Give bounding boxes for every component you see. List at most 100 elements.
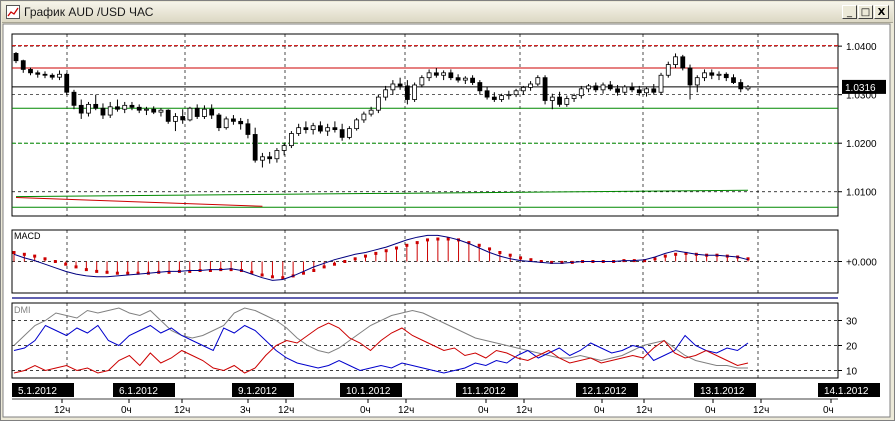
price-panel: 1.0400 1.0300 1.0200 1.0100 1.0316 bbox=[11, 33, 886, 217]
macd-signal-dot bbox=[643, 259, 647, 263]
candle-body bbox=[339, 129, 345, 138]
last-price-label: 1.0316 bbox=[845, 83, 876, 94]
dmi-label: DMI bbox=[14, 305, 31, 315]
date-label: 9.1.2012 bbox=[238, 386, 277, 397]
date-label: 10.1.2012 bbox=[346, 386, 391, 397]
candle-body bbox=[281, 145, 287, 151]
candle-body bbox=[202, 108, 207, 117]
macd-signal-dot bbox=[53, 260, 57, 263]
trend-line bbox=[15, 189, 749, 198]
candle-body bbox=[64, 73, 70, 93]
date-marker bbox=[232, 383, 294, 397]
macd-signal-dot bbox=[33, 254, 37, 258]
candle-body bbox=[71, 91, 77, 106]
macd-signal-dot bbox=[188, 269, 192, 273]
candle-body bbox=[433, 72, 439, 76]
chart-icon bbox=[6, 5, 20, 19]
macd-signal-dot bbox=[250, 270, 254, 274]
candle-body bbox=[557, 96, 562, 105]
minimize-button[interactable]: _ bbox=[842, 5, 857, 19]
macd-signal-dot bbox=[332, 262, 336, 266]
macd-signal-dot bbox=[260, 273, 264, 277]
macd-signal-dot bbox=[508, 253, 512, 257]
maximize-icon: □ bbox=[860, 7, 871, 18]
macd-tick-label: +0.000 bbox=[846, 258, 877, 269]
candle-body bbox=[448, 72, 454, 79]
candle-body bbox=[615, 88, 620, 93]
candle-body bbox=[187, 107, 193, 121]
macd-signal-dot bbox=[64, 262, 68, 266]
macd-signal-dot bbox=[115, 271, 119, 275]
macd-signal-dot bbox=[684, 251, 688, 255]
macd-signal-dot bbox=[281, 276, 285, 280]
candle-body bbox=[549, 96, 555, 101]
candle-body bbox=[593, 85, 599, 91]
candle-body bbox=[136, 106, 142, 111]
candle-body bbox=[383, 89, 389, 98]
date-label: 11.1.2012 bbox=[462, 386, 506, 397]
candle-body bbox=[165, 109, 171, 122]
candle-body bbox=[644, 88, 649, 94]
candle-body bbox=[274, 150, 280, 160]
date-marker bbox=[12, 383, 74, 397]
candle-body bbox=[151, 108, 157, 113]
macd-signal-dot bbox=[746, 257, 750, 261]
maximize-button[interactable]: □ bbox=[858, 5, 873, 19]
candle-body bbox=[607, 84, 613, 90]
candle-body bbox=[216, 114, 222, 129]
candle-body bbox=[310, 125, 316, 131]
candle-body bbox=[441, 72, 447, 76]
macd-signal-dot bbox=[426, 238, 430, 242]
price-tick-label: 1.0400 bbox=[846, 42, 877, 53]
candle-body bbox=[673, 56, 678, 65]
candle-body bbox=[223, 118, 229, 129]
candle-body bbox=[470, 77, 475, 83]
macd-signal-dot bbox=[229, 268, 233, 272]
hour-label: 12ч bbox=[54, 405, 70, 416]
macd-signal-dot bbox=[488, 247, 492, 251]
hour-label: 0ч bbox=[478, 405, 489, 416]
candle-body bbox=[506, 94, 512, 97]
hour-label: 0ч bbox=[594, 405, 605, 416]
candle-body bbox=[100, 107, 106, 116]
candle-body bbox=[709, 72, 715, 76]
candle-body bbox=[716, 73, 722, 76]
macd-signal-dot bbox=[312, 269, 316, 272]
macd-signal-dot bbox=[322, 265, 326, 269]
candle-body bbox=[687, 67, 693, 86]
macd-signal-dot bbox=[395, 246, 399, 250]
close-button[interactable]: X bbox=[874, 5, 889, 19]
candle-body bbox=[477, 82, 483, 92]
candle-body bbox=[325, 127, 331, 132]
date-marker bbox=[576, 383, 638, 397]
candle-body bbox=[745, 86, 751, 90]
dmi-line bbox=[13, 324, 749, 374]
candle-body bbox=[586, 85, 591, 90]
macd-signal-dot bbox=[270, 275, 274, 279]
candle-body bbox=[346, 128, 352, 138]
candle-body bbox=[42, 73, 48, 76]
macd-signal-dot bbox=[74, 265, 78, 269]
candle-body bbox=[680, 56, 686, 69]
hour-label: 12ч bbox=[174, 405, 190, 416]
candle-body bbox=[78, 104, 84, 114]
macd-signal-dot bbox=[519, 256, 523, 260]
macd-signal-dot bbox=[415, 241, 419, 245]
macd-signal-dot bbox=[301, 271, 305, 275]
macd-signal-dot bbox=[363, 254, 367, 258]
title-bar[interactable]: График AUD /USD ЧАС _ □ X bbox=[2, 2, 893, 23]
window-title: График AUD /USD ЧАС bbox=[24, 5, 154, 19]
dmi-tick-label: 10 bbox=[846, 367, 858, 378]
macd-signal-dot bbox=[374, 251, 378, 255]
hour-label: 3ч bbox=[240, 405, 251, 416]
candle-body bbox=[28, 69, 33, 74]
candle-body bbox=[289, 133, 294, 147]
hour-label: 0ч bbox=[705, 405, 716, 416]
macd-signal-dot bbox=[498, 251, 502, 254]
macd-signal-dot bbox=[550, 260, 554, 264]
candle-body bbox=[317, 125, 323, 132]
candle-body bbox=[520, 86, 526, 92]
macd-signal-dot bbox=[353, 257, 357, 261]
macd-label: MACD bbox=[14, 231, 41, 241]
